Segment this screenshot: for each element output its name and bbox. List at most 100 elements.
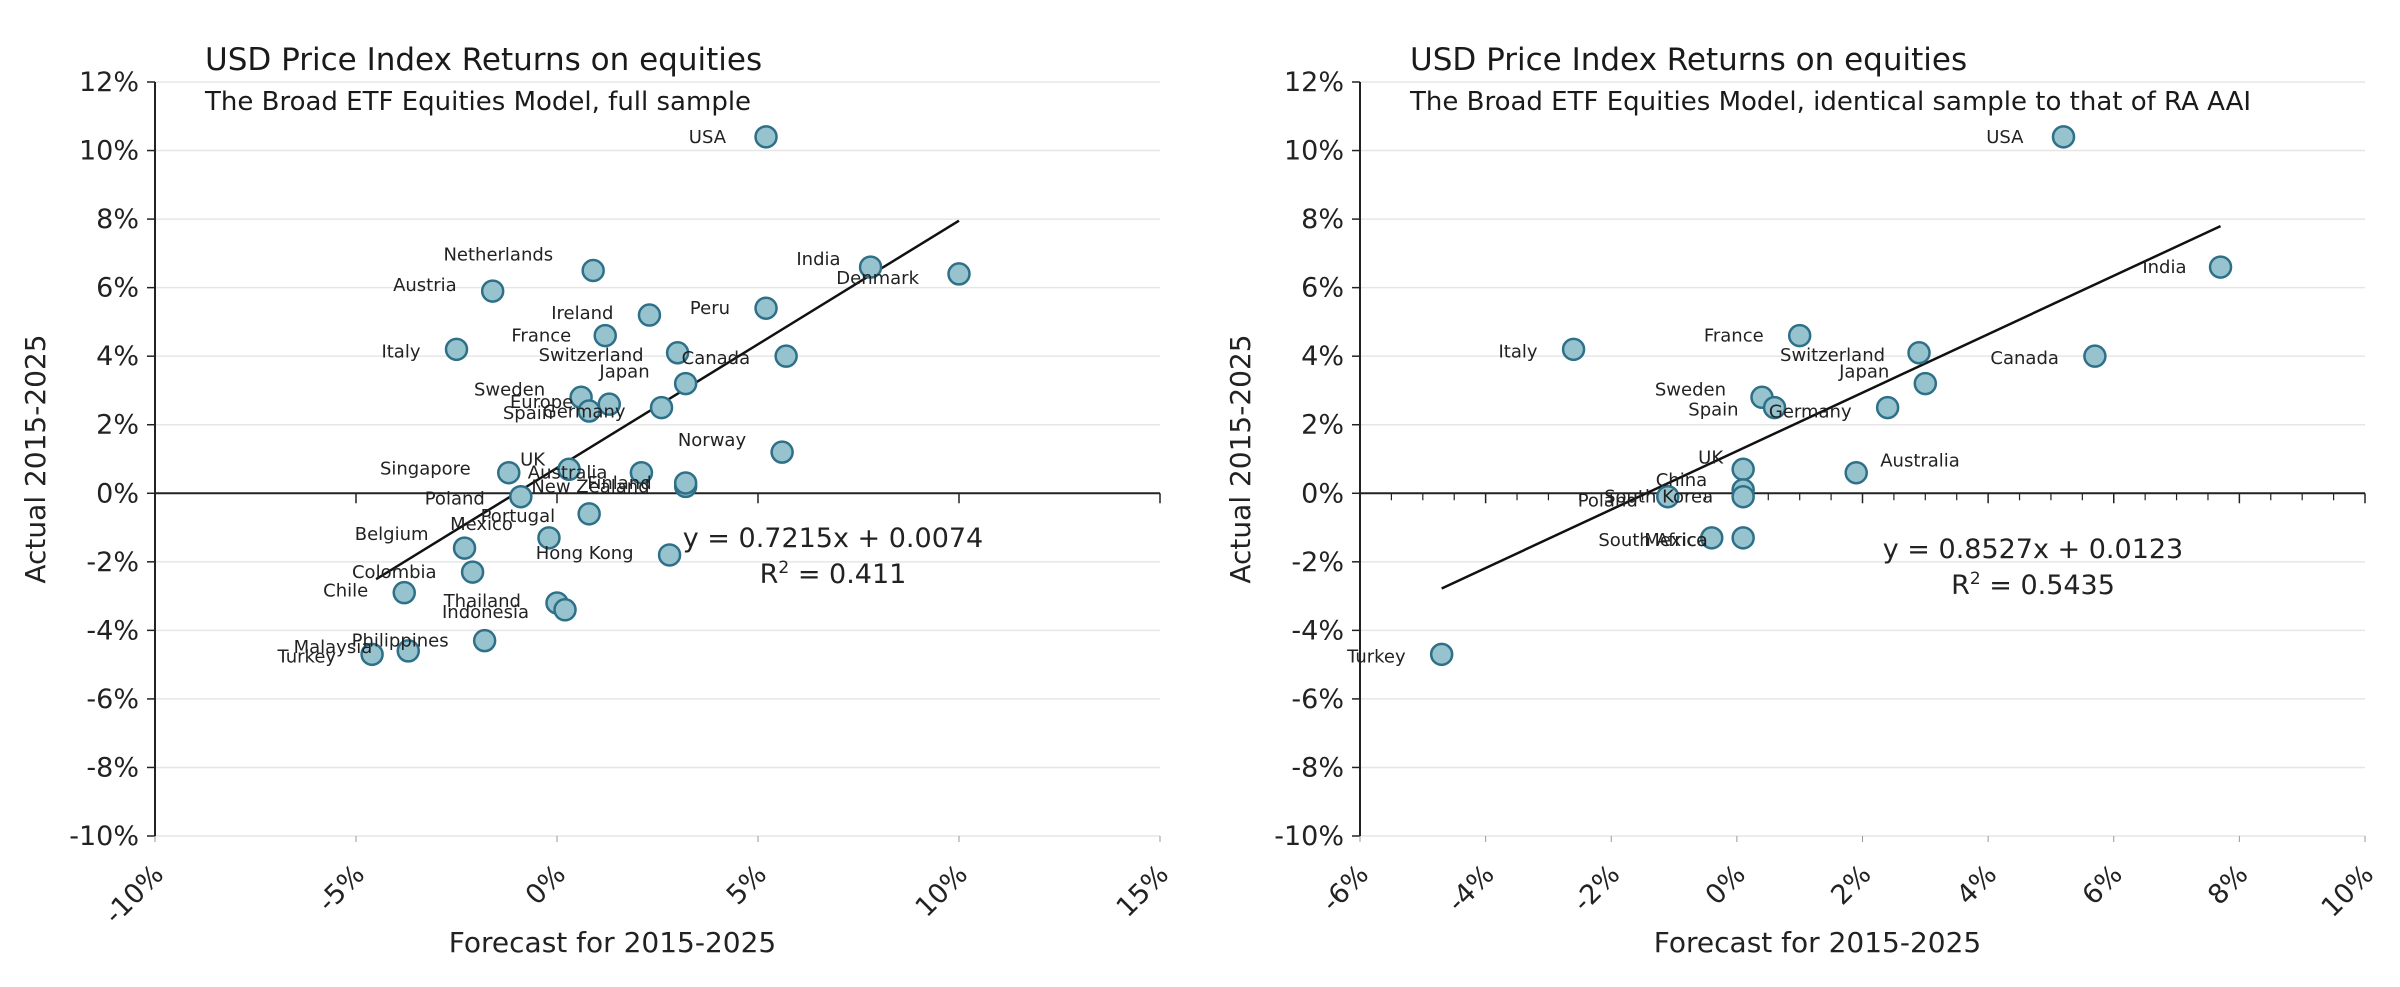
y-tick-label: -6%: [86, 684, 139, 715]
point-uk: [557, 457, 581, 482]
point-japan: [1913, 371, 1938, 396]
point-label-peru: Peru: [690, 298, 730, 319]
r-squared: R2 = 0.411: [760, 558, 907, 590]
point-austria: [480, 279, 505, 303]
point-label-portugal: Portugal: [481, 506, 556, 527]
point-label-germany: Germany: [1769, 402, 1852, 423]
point-label-uk: UK: [1698, 447, 1724, 468]
point-label-hong-kong: Hong Kong: [536, 543, 634, 564]
point-poland: [1656, 484, 1680, 509]
point-hong-kong: [657, 543, 682, 567]
point-label-switzerland: Switzerland: [1780, 345, 1885, 366]
trendline: [1441, 224, 2222, 590]
chart-full-sample: 12% 10% 8% 6% 4% 2% 0% -2% -4% -6% -8% -10% -10% -5% 0…: [19, 42, 1175, 959]
point-label-norway: Norway: [678, 430, 747, 451]
y-tick-label: 8%: [96, 204, 139, 235]
point-poland: [509, 484, 533, 509]
x-tick-label: -4%: [1441, 859, 1500, 918]
point-chile: [392, 580, 416, 605]
point-label-france: France: [1704, 326, 1764, 347]
point-label-philippines: Philippines: [352, 631, 449, 652]
point-label-india: India: [2142, 257, 2186, 278]
trendline-equation: y = 0.8527x + 0.0123: [1883, 534, 2183, 565]
point-label-poland: Poland: [425, 489, 485, 510]
x-axis-label: Forecast for 2015-2025: [449, 926, 776, 959]
point-turkey: [1429, 642, 1454, 667]
point-spain: [577, 399, 601, 423]
chart-subtitle: The Broad ETF Equities Model, full sampl…: [204, 87, 751, 117]
point-label-switzerland: Switzerland: [539, 345, 644, 366]
x-tick-label: -6%: [1316, 859, 1375, 918]
point-label-canada: Canada: [682, 348, 751, 369]
chart-title: USD Price Index Returns on equities: [1410, 42, 1967, 78]
point-italy: [1561, 337, 1586, 362]
point-philippines: [472, 628, 497, 653]
r-squared: R2 = 0.5435: [1951, 569, 2115, 601]
point-label-india: India: [796, 249, 840, 270]
point-label-italy: Italy: [381, 341, 420, 362]
point-indonesia: [553, 598, 577, 622]
point-label-austria: Austria: [393, 275, 457, 296]
x-axis-label: Forecast for 2015-2025: [1654, 926, 1981, 959]
point-australia: [1844, 460, 1868, 485]
point-label-netherlands: Netherlands: [443, 245, 553, 266]
point-france: [593, 323, 617, 348]
point-japan: [673, 371, 698, 396]
x-tick-label: 15%: [1111, 859, 1175, 923]
point-label-australia: Australia: [1880, 451, 1960, 472]
point-ireland: [637, 303, 662, 327]
y-tick-label: -8%: [1291, 752, 1344, 783]
y-tick-label: 12%: [1284, 67, 1344, 98]
x-tick-label: 10%: [2316, 859, 2380, 923]
point-label-new-zealand: New Zealand: [531, 476, 649, 497]
point-canada: [2083, 344, 2107, 368]
x-tick-label: -2%: [1567, 859, 1626, 918]
point-usa: [2051, 125, 2076, 149]
y-tick-label: -4%: [1291, 615, 1344, 646]
y-tick-label: 6%: [1301, 273, 1344, 304]
y-tick-label: 12%: [79, 67, 139, 98]
point-norway: [770, 440, 794, 464]
point-mexico: [1731, 526, 1755, 550]
point-label-turkey: Turkey: [1346, 646, 1406, 667]
point-label-china: China: [1656, 470, 1707, 491]
y-tick-label: -10%: [69, 821, 139, 852]
point-mexico: [537, 526, 561, 550]
point-label-finland: Finland: [587, 473, 651, 494]
point-label-europe: Europe: [510, 392, 573, 413]
point-label-japan: Japan: [598, 362, 649, 383]
y-tick-label: -4%: [86, 615, 139, 646]
point-label-indonesia: Indonesia: [442, 602, 529, 623]
y-tick-label: 6%: [96, 273, 139, 304]
point-label-germany: Germany: [543, 402, 626, 423]
point-turkey: [360, 642, 384, 667]
x-tick-label: 6%: [2076, 859, 2128, 911]
point-label-sweden: Sweden: [474, 379, 545, 400]
point-belgium: [452, 536, 477, 560]
point-label-usa: USA: [689, 127, 727, 148]
point-france: [1787, 323, 1812, 348]
point-label-france: France: [511, 326, 571, 347]
point-switzerland: [1907, 341, 1931, 365]
point-label-poland: Poland: [1578, 491, 1638, 512]
point-label-uk: UK: [520, 449, 546, 470]
x-tick-label: -5%: [312, 859, 371, 918]
point-spain: [1762, 395, 1787, 420]
point-malaysia: [396, 639, 421, 663]
point-colombia: [460, 560, 485, 584]
point-label-thailand: Thailand: [443, 591, 521, 612]
trendline-equation: y = 0.7215x + 0.0074: [683, 523, 983, 554]
point-label-usa: USA: [1986, 127, 2024, 148]
y-tick-label: 0%: [96, 478, 139, 509]
y-tick-label: 4%: [1301, 341, 1344, 372]
point-label-japan: Japan: [1838, 362, 1889, 383]
point-label-belgium: Belgium: [355, 524, 429, 545]
x-tick-label: 10%: [910, 859, 974, 923]
x-tick-label: 4%: [1951, 859, 2003, 911]
point-label-south-africa: South Africa: [1598, 530, 1707, 551]
point-label-ireland: Ireland: [551, 303, 613, 324]
point-label-mexico: Mexico: [1644, 530, 1707, 551]
point-canada: [774, 344, 798, 368]
point-label-singapore: Singapore: [380, 459, 471, 480]
y-tick-label: -2%: [1291, 547, 1344, 578]
